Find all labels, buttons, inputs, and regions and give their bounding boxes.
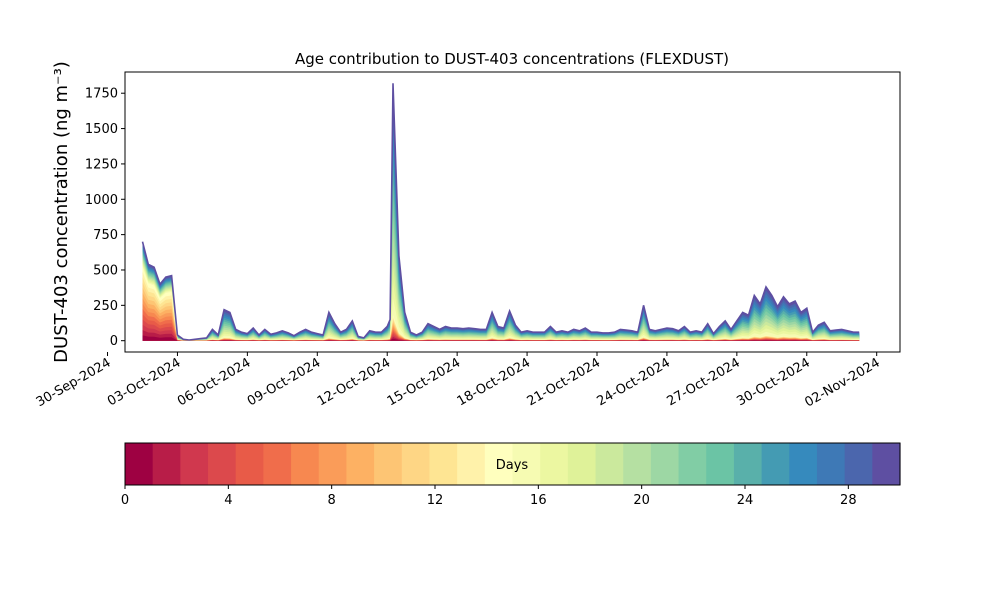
x-tick-label: 27-Oct-2024 — [664, 355, 742, 409]
colorbar-swatch — [540, 443, 569, 485]
y-tick-label: 0 — [110, 334, 118, 349]
x-tick-label: 02-Nov-2024 — [802, 355, 882, 410]
total-concentration-line — [141, 83, 860, 341]
colorbar-swatch — [484, 443, 514, 485]
colorbar-swatch — [291, 443, 320, 485]
x-tick-label: 09-Oct-2024 — [245, 355, 323, 409]
colorbar-tick-label: 28 — [840, 493, 857, 508]
colorbar-tick-label: 16 — [530, 493, 547, 508]
colorbar-swatch — [650, 443, 680, 485]
colorbar-tick-label: 4 — [224, 493, 232, 508]
colorbar-swatch — [567, 443, 597, 485]
colorbar-ticks: 0 4 8 12 16 20 24 28 — [121, 485, 857, 508]
colorbar-swatch — [180, 443, 209, 485]
y-axis-ticks: 0 250 500 750 1000 1250 1500 1750 — [85, 87, 125, 349]
colorbar-tick-label: 12 — [427, 493, 444, 508]
colorbar-swatch — [318, 443, 348, 485]
colorbar-swatch — [263, 443, 292, 485]
stacked-age-areas — [142, 83, 860, 341]
colorbar-swatch — [761, 443, 790, 485]
colorbar-swatch — [374, 443, 403, 485]
colorbar-swatch — [401, 443, 431, 485]
colorbar — [124, 442, 901, 486]
colorbar-swatch — [789, 443, 818, 485]
x-tick-label: 21-Oct-2024 — [525, 355, 603, 409]
colorbar-swatch — [678, 443, 707, 485]
x-tick-label: 03-Oct-2024 — [105, 355, 183, 409]
colorbar-tick-label: 0 — [121, 493, 129, 508]
total-outline-group — [141, 83, 860, 341]
y-tick-label: 750 — [93, 228, 118, 243]
x-tick-label: 15-Oct-2024 — [385, 355, 463, 409]
colorbar-swatch — [208, 443, 237, 485]
x-tick-label: 30-Oct-2024 — [734, 355, 812, 409]
colorbar-swatch — [457, 443, 486, 485]
colorbar-swatch — [872, 443, 901, 485]
colorbar-swatch — [235, 443, 264, 485]
x-tick-label: 06-Oct-2024 — [175, 355, 253, 409]
x-axis-ticks: 30-Sep-202403-Oct-202406-Oct-202409-Oct-… — [34, 352, 883, 410]
colorbar-tick-label: 24 — [737, 493, 754, 508]
y-tick-label: 1500 — [85, 122, 118, 137]
colorbar-tick-label: 8 — [328, 493, 336, 508]
colorbar-swatch — [816, 443, 846, 485]
chart-title: Age contribution to DUST-403 concentrati… — [295, 50, 729, 68]
colorbar-swatch — [623, 443, 652, 485]
colorbar-frame — [124, 442, 901, 486]
colorbar-swatch — [595, 443, 624, 485]
y-tick-label: 250 — [93, 299, 118, 314]
colorbar-swatch — [706, 443, 735, 485]
x-tick-label: 24-Oct-2024 — [595, 355, 673, 409]
y-tick-label: 1250 — [85, 157, 118, 172]
y-axis-label: DUST-403 concentration (ng m⁻³) — [51, 61, 72, 363]
plot-frame — [124, 71, 901, 353]
colorbar-tick-label: 20 — [633, 493, 650, 508]
x-tick-label: 18-Oct-2024 — [455, 355, 533, 409]
colorbar-swatch — [346, 443, 375, 485]
y-tick-label: 1000 — [85, 193, 118, 208]
colorbar-swatch — [152, 443, 181, 485]
y-tick-label: 1750 — [85, 87, 118, 102]
y-tick-label: 500 — [93, 263, 118, 278]
colorbar-swatch — [429, 443, 458, 485]
age-band-area-15 — [142, 262, 860, 341]
colorbar-swatch — [844, 443, 873, 485]
x-tick-label: 30-Sep-2024 — [34, 355, 114, 410]
colorbar-swatch — [733, 443, 763, 485]
x-tick-label: 12-Oct-2024 — [315, 355, 393, 409]
colorbar-swatch — [512, 443, 541, 485]
colorbar-label: Days — [496, 458, 529, 473]
colorbar-swatch — [125, 443, 154, 485]
